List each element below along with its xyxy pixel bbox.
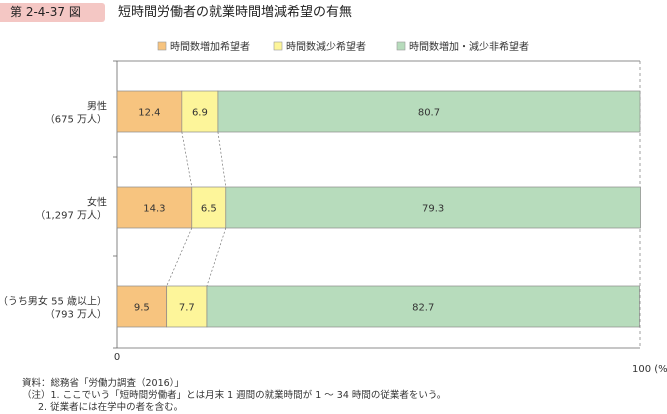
category-label: （うち男女 55 歳以上） xyxy=(0,295,107,308)
legend-swatch xyxy=(396,41,406,51)
legend-label: 時間数減少希望者 xyxy=(286,40,366,53)
legend-swatch xyxy=(273,41,283,51)
bar-segment xyxy=(217,90,641,133)
footnote-1: （注）1. ここでいう「短時間労働者」とは月末 1 週間の就業時間が 1 ～ 3… xyxy=(22,390,447,401)
category-label: （675 万人） xyxy=(45,114,107,126)
x-tick-label: 0 xyxy=(114,352,120,363)
category-label: 男性 xyxy=(87,100,107,113)
source-note: 資料：総務省「労働力調査（2016）」 xyxy=(22,378,184,389)
category-label: 女性 xyxy=(87,196,107,209)
figure-number-badge: 第 2-4-37 図 xyxy=(0,3,105,22)
connector-line xyxy=(181,131,193,188)
category-label: （793 万人） xyxy=(45,309,107,321)
legend-label: 時間数増加希望者 xyxy=(170,40,250,53)
data-label: 6.5 xyxy=(201,204,217,215)
bar-segment xyxy=(116,285,168,328)
data-label: 80.7 xyxy=(418,108,440,119)
data-label: 79.3 xyxy=(422,204,444,215)
data-label: 9.5 xyxy=(134,303,150,314)
bar-segment xyxy=(116,186,193,229)
data-label: 6.9 xyxy=(192,108,208,119)
data-label: 14.3 xyxy=(143,204,165,215)
bar-segment xyxy=(206,285,640,328)
connector-line xyxy=(166,227,193,287)
legend-swatch xyxy=(157,41,167,51)
category-label: （1,297 万人） xyxy=(35,210,107,222)
x-tick-label: 100 (%) xyxy=(632,364,667,375)
data-label: 7.7 xyxy=(179,303,195,314)
bar-segment xyxy=(191,186,227,229)
legend-label: 時間数増加・減少非希望者 xyxy=(409,40,529,53)
footnote-2: 2. 従業者には在学中の者を含む。 xyxy=(38,402,184,413)
bar-segment xyxy=(225,186,641,229)
data-label: 12.4 xyxy=(138,108,160,119)
bar-segment xyxy=(116,90,183,133)
data-label: 82.7 xyxy=(412,303,434,314)
figure-title: 短時間労働者の就業時間増減希望の有無 xyxy=(118,5,353,20)
connector-line xyxy=(217,131,227,188)
bar-segment xyxy=(181,90,219,133)
connector-line xyxy=(206,227,227,287)
